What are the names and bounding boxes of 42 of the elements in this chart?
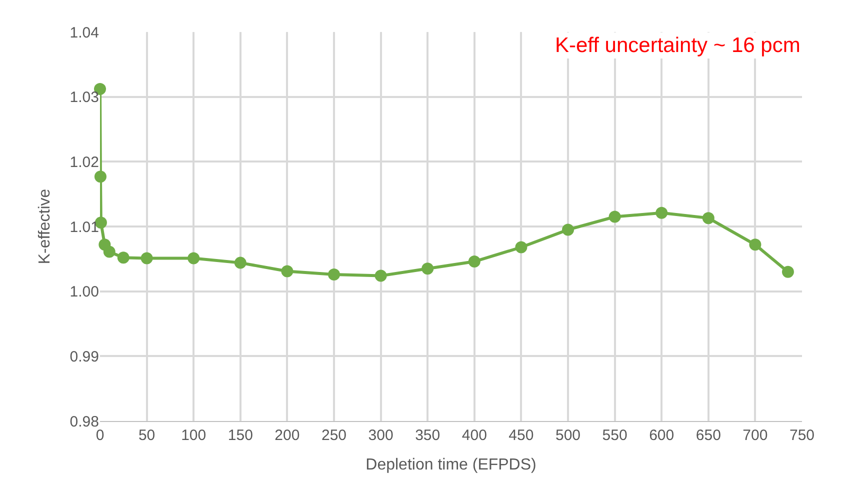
y-tick-label: 1.02 — [70, 154, 99, 171]
point — [562, 224, 574, 236]
point — [281, 265, 294, 278]
y-tick-label: 1.04 — [70, 24, 99, 42]
point — [422, 262, 434, 275]
x-tick-label: 250 — [321, 427, 347, 444]
y-tick-label: 1.03 — [70, 89, 99, 106]
point — [702, 212, 714, 224]
point — [656, 206, 668, 219]
point — [117, 252, 130, 264]
point — [608, 210, 621, 223]
x-tick-label: 450 — [508, 427, 534, 444]
x-tick-label: 350 — [415, 427, 440, 444]
x-tick-label: 700 — [742, 427, 768, 444]
point — [140, 252, 153, 264]
point — [468, 256, 480, 268]
x-tick-label: 200 — [274, 427, 300, 444]
point — [374, 270, 387, 282]
x-axis-title: Depletion time (EFPDS) — [366, 456, 536, 474]
y-tick-label: 0.99 — [70, 348, 99, 366]
annotation: K-eff uncertainty ~ 16 pcm — [555, 34, 800, 57]
x-tick-label: 300 — [368, 427, 394, 444]
x-tick-label: 600 — [649, 427, 674, 444]
point — [749, 238, 762, 251]
point — [782, 266, 794, 278]
y-axis-title: K-effective — [36, 188, 54, 264]
x-tick-label: 650 — [696, 427, 721, 444]
point — [103, 246, 116, 258]
y-tick-label: 1.01 — [70, 218, 99, 236]
x-tick-label: 100 — [181, 427, 206, 444]
x-tick-label: 400 — [462, 427, 487, 444]
x-tick-label: 150 — [228, 427, 253, 444]
x-tick-label: 500 — [555, 427, 581, 444]
point — [94, 170, 106, 183]
x-tick-label: 750 — [789, 427, 815, 444]
point — [234, 256, 246, 269]
y-tick-label: 1.00 — [70, 284, 99, 301]
point — [515, 241, 528, 254]
point — [188, 252, 200, 264]
x-tick-label: 550 — [602, 427, 628, 444]
x-tick-label: 50 — [138, 427, 156, 444]
point — [328, 268, 340, 280]
